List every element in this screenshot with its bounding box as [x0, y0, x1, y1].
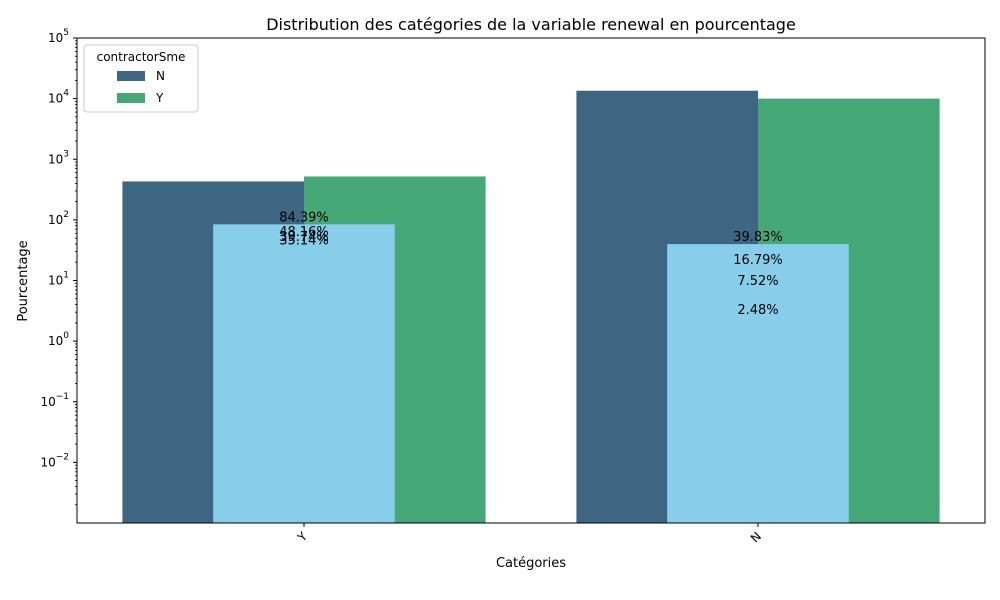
- data-label: 39.74%: [279, 230, 329, 245]
- y-axis-label: Pourcentage: [16, 240, 31, 321]
- data-label: 35.14%: [279, 233, 329, 248]
- y-tick-label: 101: [48, 271, 69, 288]
- legend-label-y: Y: [155, 91, 164, 105]
- y-tick-label: 10−1: [40, 392, 69, 409]
- plot-area: 84.39%48.16%39.74%35.14% 39.83% 16.79% 7.52…: [40, 28, 986, 545]
- x-axis-label: Catégories: [496, 556, 566, 571]
- data-label: 16.79%: [733, 253, 783, 268]
- x-tick-label: Y: [294, 529, 310, 545]
- overlay-bar-y: [213, 224, 395, 523]
- y-tick-label: 103: [48, 149, 69, 166]
- legend-swatch-y: [117, 93, 145, 103]
- y-tick-label: 104: [48, 89, 69, 106]
- data-label: 84.39%: [279, 210, 329, 225]
- y-tick-label: 100: [48, 331, 69, 348]
- legend-title: contractorSme: [97, 50, 186, 64]
- y-tick-label: 102: [48, 210, 69, 227]
- data-label: 48.16%: [279, 225, 329, 240]
- y-tick-label: 105: [48, 28, 69, 45]
- data-label: 2.48%: [737, 303, 778, 318]
- y-tick-label: 10−2: [40, 452, 69, 469]
- legend-label-n: N: [156, 69, 165, 83]
- data-label: 39.83%: [733, 230, 783, 245]
- x-tick-label: N: [748, 529, 764, 545]
- data-label: 7.52%: [737, 274, 778, 289]
- legend-swatch-n: [117, 71, 145, 81]
- chart-title: Distribution des catégories de la variab…: [266, 15, 796, 34]
- overlay-bar-n: [667, 244, 849, 523]
